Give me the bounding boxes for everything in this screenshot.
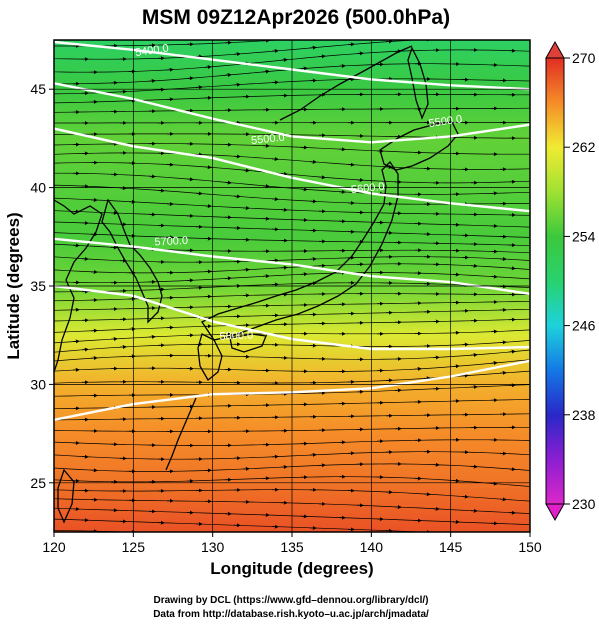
x-axis: 120 125 130 135 140 145 150 xyxy=(42,532,542,555)
colorbar-body xyxy=(545,57,565,505)
streamline-arrow xyxy=(490,361,498,366)
streamline xyxy=(54,272,530,284)
contour-label: 5400.0 xyxy=(134,43,169,60)
contour-label: 5700.0 xyxy=(154,235,188,249)
streamline-arrow xyxy=(452,478,460,483)
y-tick-label: 35 xyxy=(30,278,46,294)
coastline-ryukyu xyxy=(165,397,197,471)
streamline-arrow xyxy=(318,54,326,59)
streamline xyxy=(54,329,530,344)
streamline-arrow xyxy=(280,57,288,62)
streamline-arrow xyxy=(461,373,469,378)
streamline-arrow xyxy=(452,364,460,369)
streamline-arrow xyxy=(262,184,270,189)
contour-label: 5800.0 xyxy=(219,330,253,343)
contour-label: 5500.0 xyxy=(251,132,286,147)
streamline-arrow xyxy=(347,42,355,47)
streamline-arrow xyxy=(186,76,194,81)
streamline-arrow xyxy=(280,171,288,176)
streamline xyxy=(54,475,530,487)
x-tick-label: 150 xyxy=(518,539,542,555)
credit-drawing: Drawing by DCL (https://www.gfd–dennou.o… xyxy=(153,595,428,606)
streamline-arrow xyxy=(81,347,89,352)
y-tick-label: 25 xyxy=(30,475,46,491)
x-tick-label: 145 xyxy=(439,539,463,555)
contour-label: 5600.0 xyxy=(350,181,385,196)
streamline-arrow xyxy=(499,340,507,345)
colorbar-extend-min xyxy=(545,503,565,522)
contour-label: 5500.0 xyxy=(428,113,463,130)
streamline xyxy=(54,359,530,376)
coastline-china xyxy=(54,199,103,373)
streamline-arrow xyxy=(186,177,194,182)
y-tick-label: 40 xyxy=(30,180,46,196)
streamline-arrow xyxy=(262,69,270,74)
colorbar-ticks: 230 238 246 254 262 270 xyxy=(564,50,596,512)
streamline-arrow xyxy=(508,266,516,271)
x-axis-label: Longitude (degrees) xyxy=(210,559,373,578)
colorbar-extend-max xyxy=(545,40,565,59)
colorbar-tick-label: 270 xyxy=(572,50,596,66)
streamline xyxy=(54,300,530,311)
x-tick-label: 130 xyxy=(201,539,225,555)
streamline-arrow xyxy=(300,187,308,192)
colorbar: 230 238 246 254 262 270 xyxy=(545,40,596,522)
coastline-hokkaido xyxy=(379,121,459,171)
x-tick-label: 120 xyxy=(42,539,66,555)
streamline xyxy=(54,210,530,228)
x-tick-label: 135 xyxy=(280,539,304,555)
streamline xyxy=(54,507,530,525)
streamline xyxy=(54,243,530,254)
streamline-arrow xyxy=(347,162,355,167)
colorbar-tick-label: 254 xyxy=(572,228,596,244)
colorbar-tick-label: 262 xyxy=(572,139,596,155)
streamline xyxy=(54,63,530,85)
streamline-arrow xyxy=(508,349,516,354)
credit-data: Data from http://database.rish.kyoto–u.a… xyxy=(153,609,429,620)
coastline-taiwan xyxy=(57,468,75,524)
streamline-arrow xyxy=(242,168,250,173)
x-tick-label: 125 xyxy=(122,539,146,555)
grid xyxy=(54,40,530,532)
streamline-arrow xyxy=(195,191,203,196)
colorbar-tick-label: 238 xyxy=(572,407,596,423)
y-tick-label: 45 xyxy=(30,81,46,97)
streamline-arrow xyxy=(271,48,279,53)
coastline-honshu xyxy=(201,160,399,341)
y-axis-label: Latitude (degrees) xyxy=(4,212,23,359)
y-axis: 25 30 35 40 45 xyxy=(30,81,54,491)
streamline-arrow xyxy=(233,52,241,57)
streamline-arrow xyxy=(204,65,212,70)
streamline-arrow xyxy=(318,175,326,180)
streamline-arrow xyxy=(300,66,308,71)
streamline-arrow xyxy=(490,481,498,486)
x-tick-label: 140 xyxy=(360,539,384,555)
streamline xyxy=(54,399,530,410)
streamline-arrow xyxy=(309,45,317,50)
streamline-arrow xyxy=(499,497,507,502)
streamline xyxy=(54,439,530,446)
colorbar-tick-label: 246 xyxy=(572,318,596,334)
chart-title: MSM 09Z12Apr2026 (500.0hPa) xyxy=(142,6,450,29)
coastline-shikoku xyxy=(229,333,267,353)
coastlines xyxy=(54,45,459,524)
y-tick-label: 30 xyxy=(30,376,46,392)
streamline-arrow xyxy=(470,352,478,357)
streamline xyxy=(54,107,530,113)
streamline-arrow xyxy=(224,180,232,185)
contour-labels: 5400.0 5500.0 5500.0 5600.0 5700.0 5800.0 xyxy=(134,43,463,343)
colorbar-tick-label: 230 xyxy=(572,496,596,512)
streamline-arrow xyxy=(224,72,232,77)
streamline-arrow xyxy=(271,157,279,162)
coastline-sakhalin xyxy=(407,46,429,120)
plot-area: 5400.0 5500.0 5500.0 5600.0 5700.0 5800.0 xyxy=(53,39,531,533)
